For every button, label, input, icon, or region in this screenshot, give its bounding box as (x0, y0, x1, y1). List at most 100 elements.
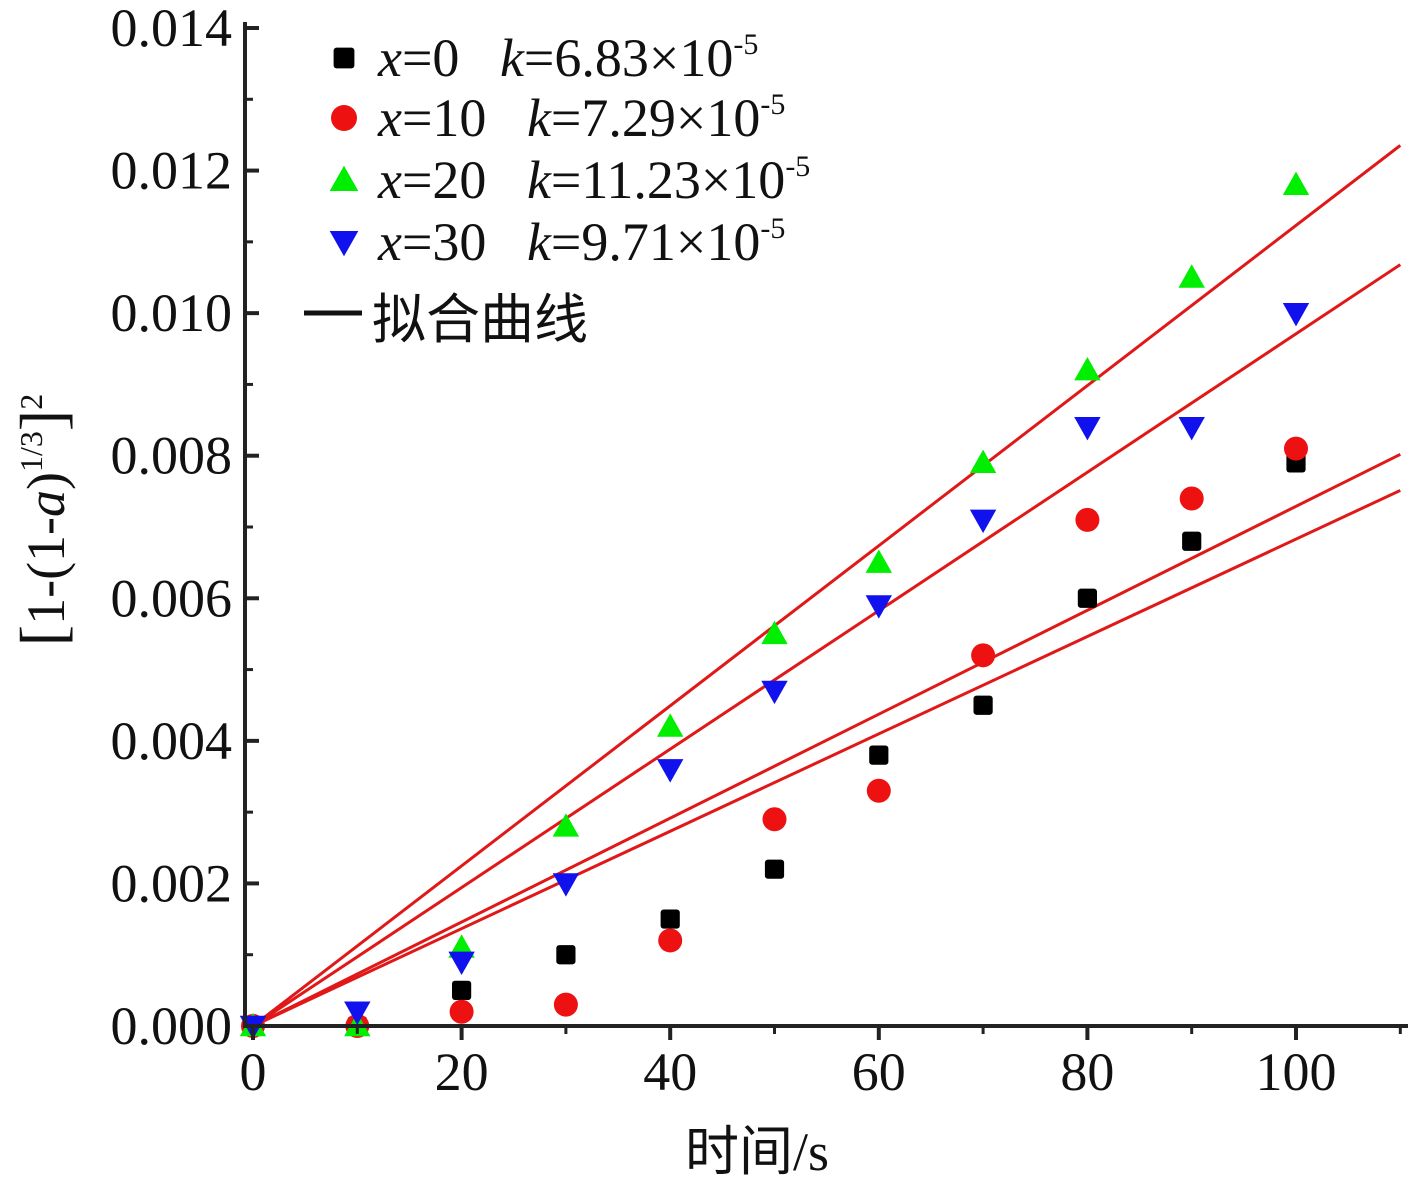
legend-gap (486, 212, 527, 272)
legend-entry-label: x=10 k=7.29×10-5 (377, 88, 785, 148)
data-point-circle (553, 992, 578, 1017)
y-axis-title-power: 2 (13, 394, 49, 410)
data-point-triangle-down (657, 759, 684, 783)
y-axis-title-exponent: 1/3 (13, 431, 49, 472)
y-tick-label: 0.000 (111, 996, 233, 1056)
y-tick-label: 0.012 (111, 141, 233, 201)
legend-exponent: -5 (785, 150, 810, 183)
data-point-square (764, 859, 785, 879)
data-point-circle (1075, 507, 1100, 532)
fit-line (252, 453, 1401, 1028)
legend-marker-square (333, 47, 355, 69)
data-point-triangle-down (1178, 417, 1205, 441)
legend-exponent: -5 (760, 212, 785, 245)
x-tick-label: 0 (240, 1042, 267, 1102)
legend-eq: =30 (402, 212, 486, 272)
data-point-triangle-up (1178, 264, 1205, 288)
y-tick-label: 0.002 (111, 853, 233, 913)
x-axis-title: 时间/s (685, 1122, 829, 1181)
data-point-circle (1284, 436, 1308, 461)
data-point-square (452, 980, 472, 1000)
data-point-circle (449, 999, 474, 1024)
data-point-triangle-down (344, 1001, 371, 1025)
y-tick-label: 0.008 (111, 426, 233, 486)
y-axis-title-close: ) (16, 472, 76, 490)
legend-entry-label: x=30 k=9.71×10-5 (377, 212, 785, 272)
data-point-square (1077, 588, 1097, 608)
legend-gap (486, 150, 527, 210)
data-point-triangle-up (1074, 356, 1101, 381)
legend-entry-label: x=20 k=11.23×10-5 (377, 150, 810, 210)
y-tick-label: 0.006 (111, 568, 233, 628)
legend: x=0 k=6.83×10-5x=10 k=7.29×10-5x=20 k=11… (304, 28, 810, 350)
legend-k-value: =6.83×10 (524, 28, 733, 88)
legend-k-value: =9.71×10 (551, 212, 760, 272)
x-tick-label: 100 (1256, 1042, 1337, 1102)
data-point-square (869, 745, 889, 765)
fit-lines (252, 144, 1402, 1028)
legend-var: x (377, 212, 402, 272)
y-tick-label: 0.010 (111, 283, 233, 343)
axes (243, 22, 1408, 1028)
data-point-circle (971, 643, 996, 668)
legend-fit-label: 拟合曲线 (372, 290, 588, 350)
legend-var: x (377, 150, 402, 210)
legend-k-value: =7.29×10 (551, 88, 760, 148)
data-point-circle (658, 928, 683, 953)
legend-marker-triangle-up (329, 165, 359, 192)
y-tick-label: 0.014 (111, 0, 233, 58)
legend-k: k (527, 150, 552, 210)
legend-eq: =10 (402, 88, 486, 148)
fit-line (252, 144, 1402, 1028)
data-point-triangle-down (1074, 417, 1101, 441)
data-point-triangle-down (1282, 302, 1310, 327)
fit-line (252, 489, 1401, 1028)
legend-gap (486, 88, 527, 148)
legend-entry-label: x=0 k=6.83×10-5 (377, 28, 758, 88)
legend-exponent: -5 (760, 88, 785, 121)
data-point-square (973, 695, 993, 715)
data-point-triangle-up (865, 549, 892, 573)
legend-eq: =0 (402, 28, 459, 88)
x-tick-label: 20 (435, 1042, 489, 1102)
fit-line (252, 263, 1402, 1028)
data-point-triangle-down (448, 951, 475, 976)
legend-k: k (527, 212, 552, 272)
legend-marker-circle (331, 105, 357, 131)
data-point-triangle-down (552, 873, 580, 897)
data-point-triangle-down (865, 595, 892, 619)
legend-var: x (377, 88, 402, 148)
data-point-triangle-up (761, 620, 788, 645)
legend-eq: =20 (402, 150, 486, 210)
data-point-square (660, 909, 680, 929)
x-tick-label: 80 (1060, 1042, 1114, 1102)
data-point-circle (1179, 486, 1204, 511)
x-tick-label: 60 (852, 1042, 906, 1102)
data-point-triangle-up (552, 813, 580, 837)
data-point-triangle-down (761, 680, 788, 705)
y-tick-label: 0.004 (111, 711, 233, 771)
legend-k: k (527, 88, 552, 148)
data-point-triangle-up (1282, 171, 1310, 196)
x-ticks: 0 20 40 60 80 100 (240, 1026, 1402, 1102)
data-point-circle (762, 807, 787, 832)
legend-k: k (500, 28, 525, 88)
x-tick-label: 40 (643, 1042, 697, 1102)
data-point-triangle-up (657, 713, 684, 737)
data-point-square (556, 945, 576, 965)
legend-exponent: -5 (733, 28, 758, 61)
y-axis-title-open-bracket: [ (7, 625, 78, 646)
y-axis-title-pre: 1-(1- (16, 517, 76, 625)
legend-var: x (377, 28, 402, 88)
legend-marker-triangle-down (329, 230, 359, 257)
data-point-triangle-down (969, 509, 997, 534)
legend-gap (459, 28, 500, 88)
legend-k-value: =11.23×10 (551, 150, 785, 210)
y-axis-title-close-bracket: ] (7, 410, 78, 431)
data-point-square (1182, 531, 1202, 551)
y-axis-title-var: a (16, 490, 76, 517)
y-ticks: 0.000 0.002 0.004 0.006 0.008 0.010 0.012 0.014 (111, 0, 259, 1056)
data-point-triangle-up (969, 449, 997, 474)
y-axis-title: [1-(1-a)1/3]2 (7, 394, 78, 646)
